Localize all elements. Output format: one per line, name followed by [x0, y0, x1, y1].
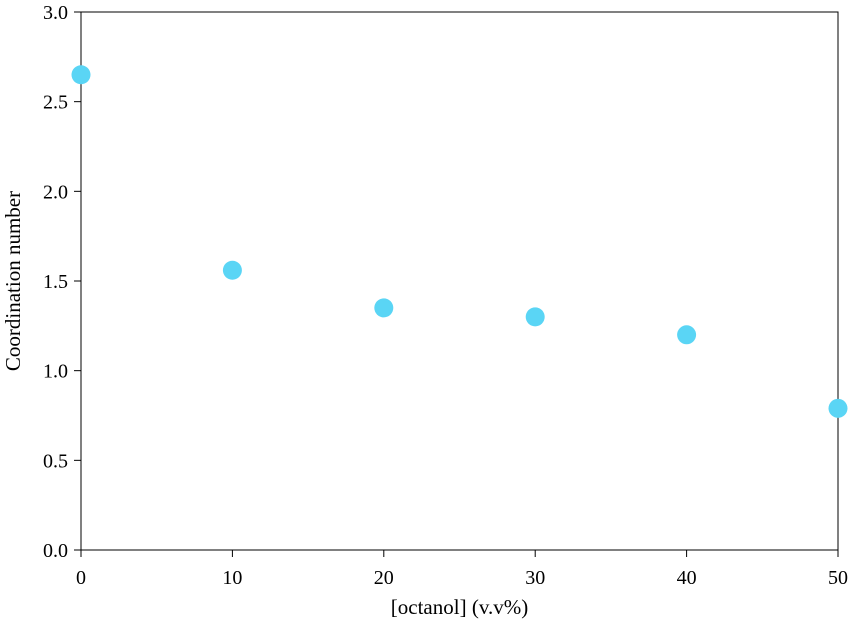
data-point — [222, 260, 242, 280]
y-axis-title: Coordination number — [1, 191, 25, 371]
plot-frame — [80, 11, 839, 551]
x-axis-title: [octanol] (v.v%) — [391, 595, 528, 619]
y-tick-label: 0.0 — [43, 540, 68, 562]
y-tick-label: 1.0 — [43, 361, 68, 383]
x-tick-label: 30 — [525, 567, 545, 589]
x-axis: 0 10 20 30 40 50 — [76, 550, 848, 589]
data-point — [828, 398, 848, 418]
y-tick-label: 3.0 — [43, 2, 68, 24]
x-tick-label: 20 — [374, 567, 394, 589]
x-tick-label: 10 — [222, 567, 242, 589]
data-point — [525, 307, 545, 327]
data-points — [71, 65, 848, 418]
y-axis: 0.0 0.5 1.0 1.5 2.0 2.5 3.0 — [43, 2, 81, 562]
y-tick-label: 1.5 — [43, 271, 68, 293]
x-tick-label: 50 — [828, 567, 848, 589]
y-tick-label: 2.0 — [43, 181, 68, 203]
data-point — [374, 298, 394, 318]
data-point — [71, 65, 91, 85]
y-tick-label: 2.5 — [43, 92, 68, 114]
y-tick-label: 0.5 — [43, 450, 68, 472]
data-point — [677, 325, 697, 345]
x-tick-label: 40 — [677, 567, 697, 589]
x-tick-label: 0 — [76, 567, 86, 589]
